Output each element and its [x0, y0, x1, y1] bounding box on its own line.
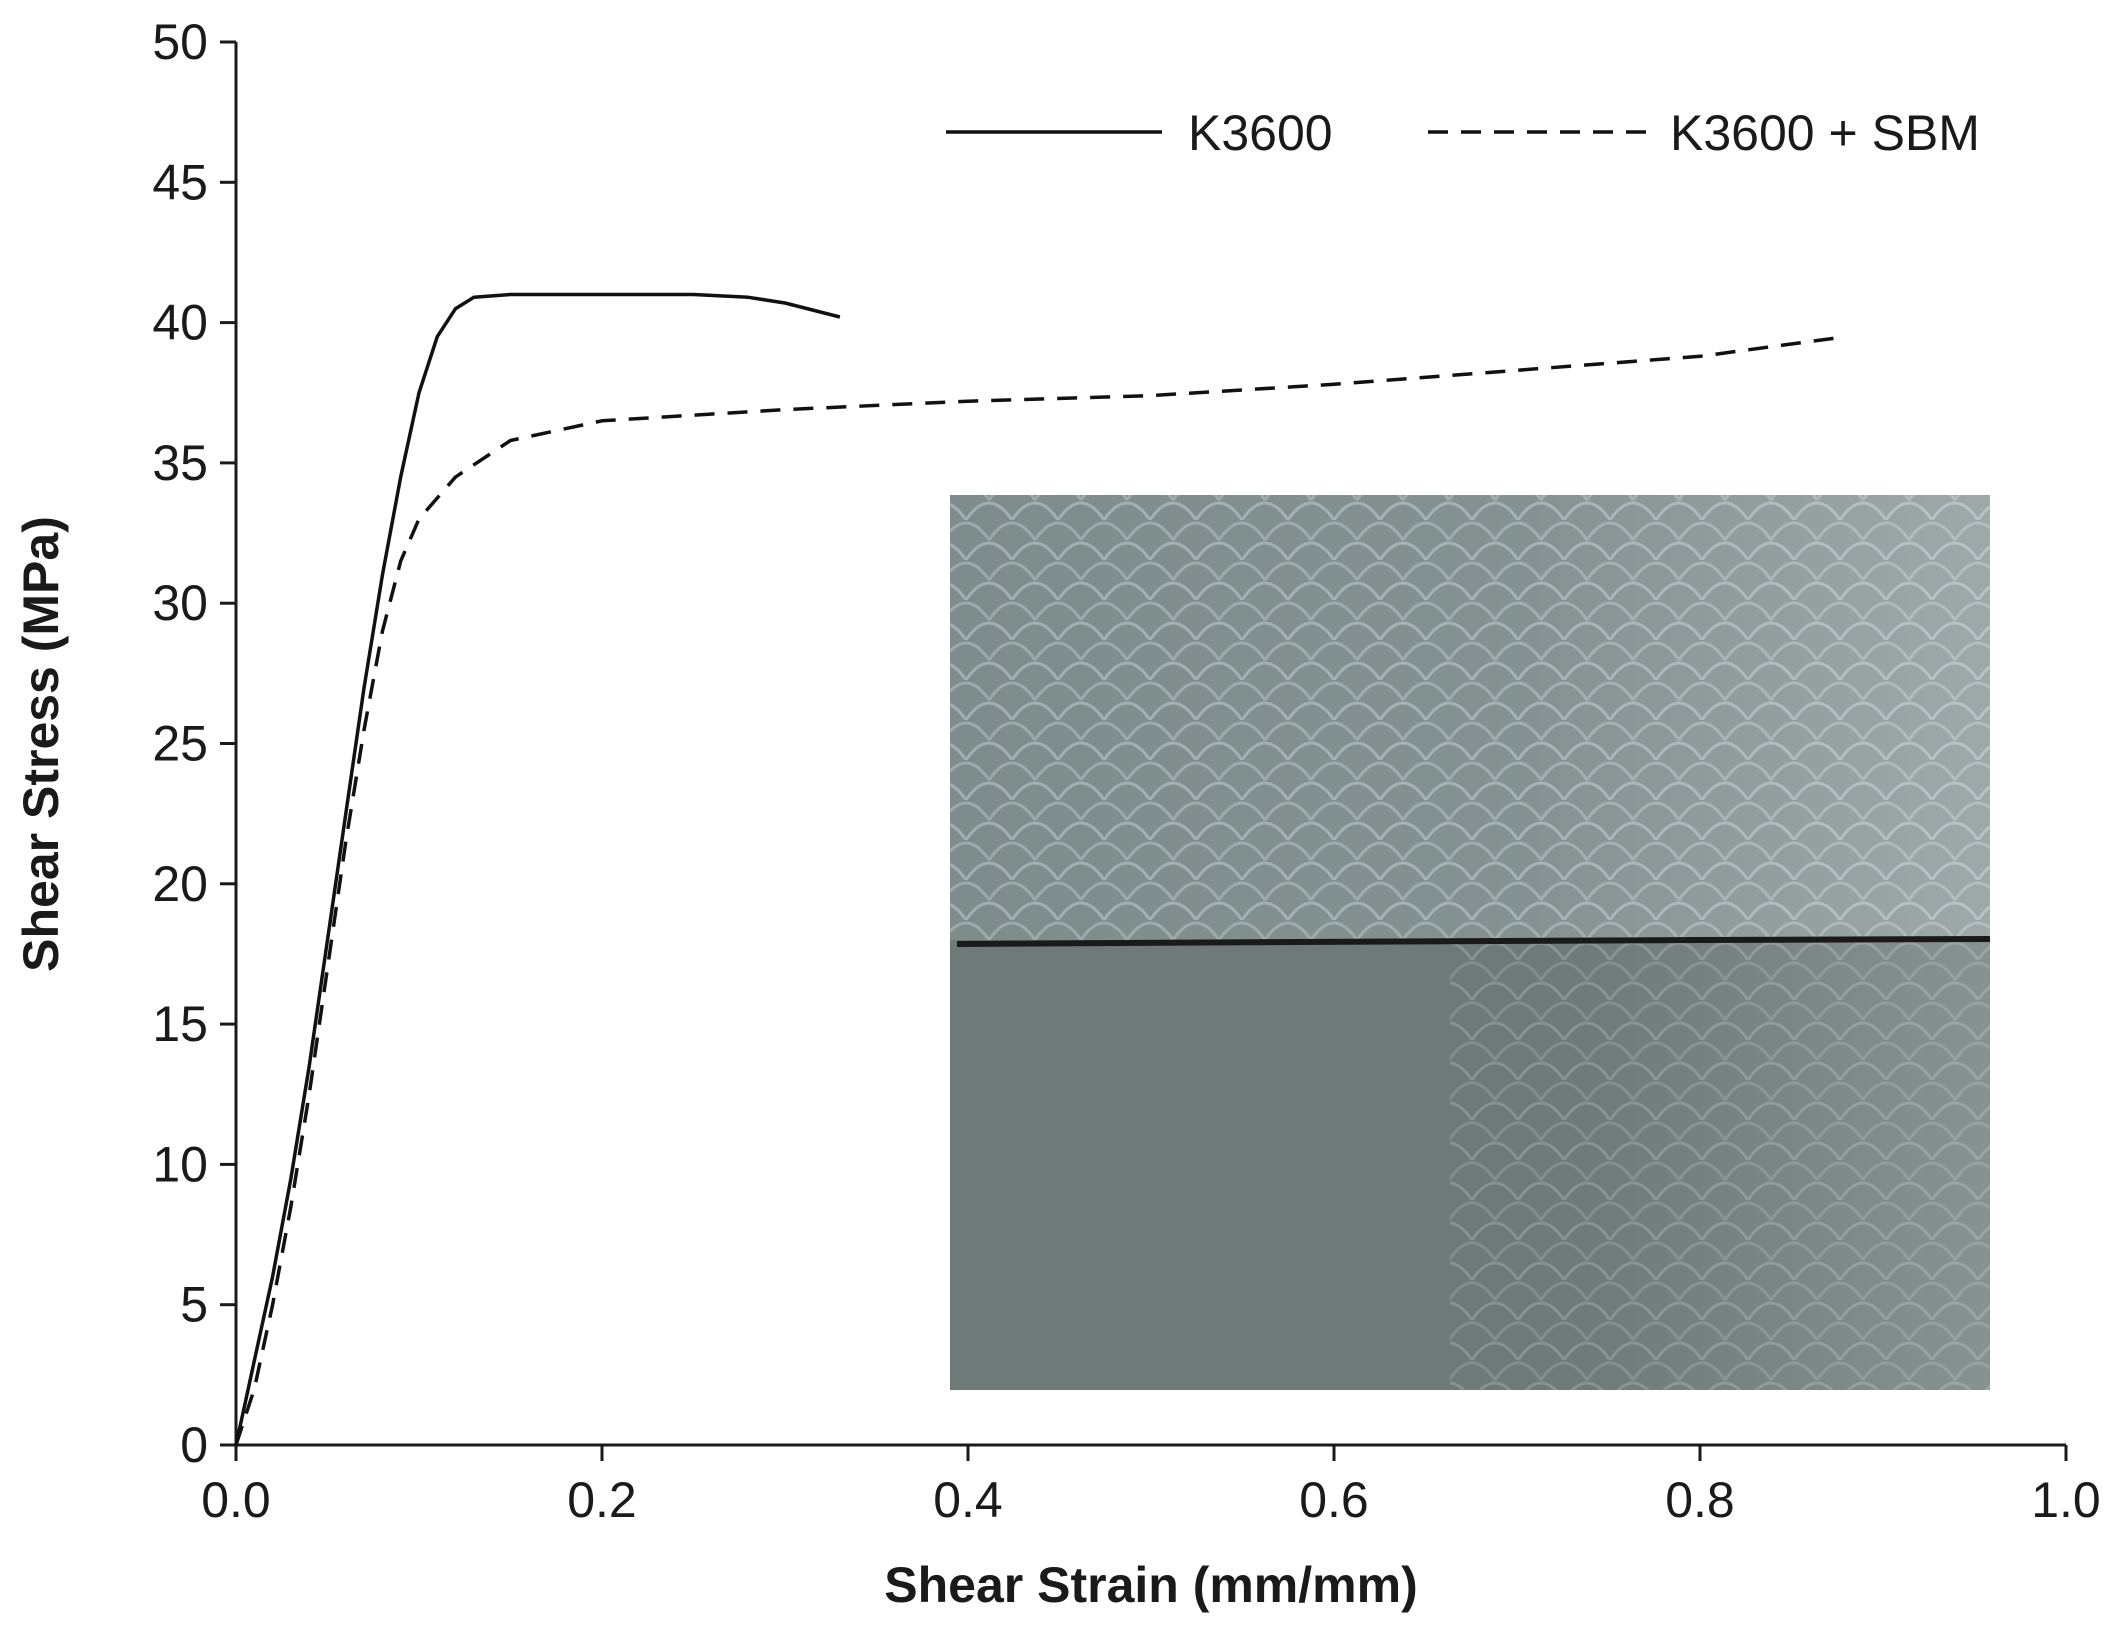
y-ticks: 0 5 10 15 20 25 30 35 40 45 50	[152, 14, 236, 1473]
y-tick-label: 5	[180, 1277, 208, 1333]
x-tick-label: 0.2	[567, 1472, 637, 1528]
series-line-k3600	[234, 292, 841, 1446]
y-tick-label: 20	[152, 856, 208, 912]
x-tick-label: 0.4	[933, 1472, 1003, 1528]
series-line-k3600-sbm	[234, 334, 1847, 1446]
x-tick-label: 0.8	[1665, 1472, 1735, 1528]
specimen-photo-inset	[950, 495, 1991, 1390]
legend-label-k3600: K3600	[1188, 105, 1333, 161]
inset-upper-glow	[950, 495, 1990, 940]
y-tick-label: 25	[152, 716, 208, 772]
x-tick-label: 0.0	[201, 1472, 271, 1528]
y-tick-label: 10	[152, 1136, 208, 1192]
y-axis-title: Shear Stress (MPa)	[13, 516, 69, 972]
y-tick-label: 50	[152, 14, 208, 70]
y-tick-label: 15	[152, 996, 208, 1052]
series-layer	[234, 292, 1847, 1446]
y-tick-label: 40	[152, 295, 208, 351]
x-axis-title: Shear Strain (mm/mm)	[884, 1557, 1417, 1613]
legend: K3600 K3600 + SBM	[946, 105, 1980, 161]
inset-crack-line	[956, 936, 1991, 947]
legend-label-k3600-sbm: K3600 + SBM	[1670, 105, 1980, 161]
x-tick-label: 1.0	[2031, 1472, 2101, 1528]
y-tick-label: 45	[152, 154, 208, 210]
y-tick-label: 0	[180, 1417, 208, 1473]
y-tick-label: 35	[152, 435, 208, 491]
x-ticks: 0.0 0.2 0.4 0.6 0.8 1.0	[201, 1445, 2101, 1528]
y-tick-label: 30	[152, 575, 208, 631]
x-tick-label: 0.6	[1299, 1472, 1369, 1528]
inset-lower-glow	[950, 940, 1990, 1390]
